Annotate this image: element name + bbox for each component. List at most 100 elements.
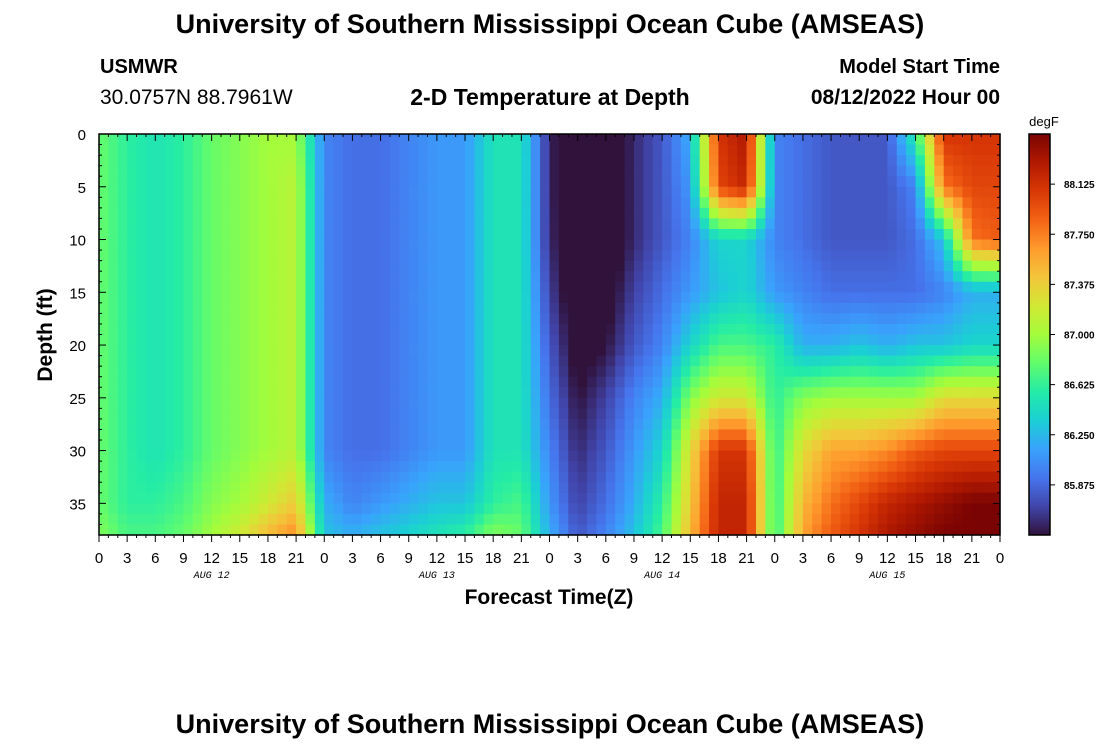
heatmap-cell	[896, 176, 907, 188]
heatmap-cell	[765, 228, 776, 241]
heatmap-cell	[145, 155, 156, 167]
heatmap-cell	[418, 281, 429, 293]
heatmap-cell	[680, 503, 691, 515]
heatmap-cell	[690, 461, 701, 473]
heatmap-cell	[192, 345, 203, 357]
heatmap-cell	[953, 186, 964, 198]
heatmap-cell	[296, 323, 307, 336]
heatmap-cell	[408, 418, 419, 431]
heatmap-cell	[906, 197, 917, 209]
heatmap-cell	[493, 186, 504, 198]
heatmap-cell	[99, 397, 109, 409]
heatmap-cell	[145, 408, 156, 420]
heatmap-cell	[896, 323, 907, 336]
heatmap-cell	[812, 418, 823, 431]
heatmap-cell	[915, 418, 926, 431]
heatmap-cell	[755, 440, 766, 452]
heatmap-cell	[221, 334, 231, 346]
heatmap-cell	[924, 197, 935, 209]
heatmap-cell	[840, 471, 851, 483]
heatmap-cell	[249, 302, 260, 314]
heatmap-cell	[211, 387, 222, 399]
heatmap-cell	[943, 440, 954, 452]
heatmap-cell	[765, 176, 776, 188]
heatmap-cell	[267, 186, 278, 198]
heatmap-cell	[934, 440, 945, 452]
heatmap-cell	[352, 482, 363, 494]
heatmap-cell	[709, 323, 720, 336]
heatmap-cell	[483, 250, 494, 262]
heatmap-cell	[859, 408, 870, 420]
heatmap-cell	[399, 397, 410, 409]
heatmap-cell	[662, 134, 673, 146]
heatmap-cell	[699, 250, 710, 262]
heatmap-cell	[117, 218, 128, 230]
heatmap-cell	[136, 492, 147, 504]
heatmap-cell	[399, 461, 410, 473]
heatmap-cell	[202, 440, 213, 452]
heatmap-cell	[296, 461, 307, 473]
heatmap-cell	[277, 218, 288, 230]
heatmap-cell	[737, 450, 748, 462]
heatmap-cell	[465, 260, 476, 272]
heatmap-cell	[418, 524, 429, 536]
heatmap-cell	[774, 250, 785, 262]
heatmap-cell	[324, 239, 335, 251]
heatmap-cell	[605, 355, 616, 367]
heatmap-cell	[192, 492, 203, 504]
heatmap-cell	[849, 281, 860, 293]
heatmap-cell	[699, 165, 710, 177]
heatmap-cell	[849, 239, 860, 251]
heatmap-cell	[924, 503, 935, 515]
heatmap-cell	[643, 292, 654, 304]
heatmap-cell	[943, 524, 954, 536]
heatmap-cell	[868, 260, 879, 272]
heatmap-cell	[662, 513, 673, 526]
heatmap-cell	[915, 355, 926, 367]
heatmap-cell	[136, 144, 147, 156]
heatmap-cell	[981, 471, 992, 483]
heatmap-cell	[793, 429, 804, 441]
heatmap-cell	[624, 397, 635, 409]
heatmap-cell	[427, 440, 438, 452]
heatmap-cell	[267, 461, 278, 473]
heatmap-cell	[427, 355, 438, 367]
heatmap-cell	[155, 260, 166, 272]
heatmap-cell	[145, 376, 156, 388]
heatmap-cell	[962, 440, 973, 452]
heatmap-cell	[784, 482, 795, 494]
heatmap-cell	[502, 197, 513, 209]
heatmap-cell	[127, 197, 138, 209]
heatmap-cell	[624, 197, 635, 209]
heatmap-cell	[981, 197, 992, 209]
heatmap-cell	[155, 207, 166, 220]
heatmap-cell	[249, 387, 260, 399]
heatmap-cell	[408, 207, 419, 220]
heatmap-cell	[812, 482, 823, 494]
heatmap-cell	[868, 207, 879, 220]
heatmap-cell	[877, 429, 888, 441]
heatmap-cell	[324, 513, 335, 526]
heatmap-cell	[924, 176, 935, 188]
heatmap-cell	[202, 355, 213, 367]
heatmap-cell	[408, 271, 419, 283]
heatmap-cell	[540, 271, 551, 283]
heatmap-cell	[277, 260, 288, 272]
heatmap-cell	[230, 176, 241, 188]
heatmap-cell	[117, 366, 128, 378]
heatmap-cell	[662, 165, 673, 177]
heatmap-cell	[389, 482, 400, 494]
heatmap-cell	[511, 165, 522, 177]
heatmap-cell	[887, 376, 898, 388]
heatmap-cell	[840, 513, 851, 526]
heatmap-cell	[230, 503, 241, 515]
heatmap-cell	[380, 144, 391, 156]
heatmap-cell	[558, 134, 569, 146]
heatmap-cell	[155, 450, 166, 462]
heatmap-cell	[652, 440, 663, 452]
heatmap-cell	[887, 387, 898, 399]
heatmap-cell	[624, 471, 635, 483]
heatmap-cell	[718, 418, 729, 431]
heatmap-cell	[99, 471, 109, 483]
heatmap-cell	[305, 408, 316, 420]
